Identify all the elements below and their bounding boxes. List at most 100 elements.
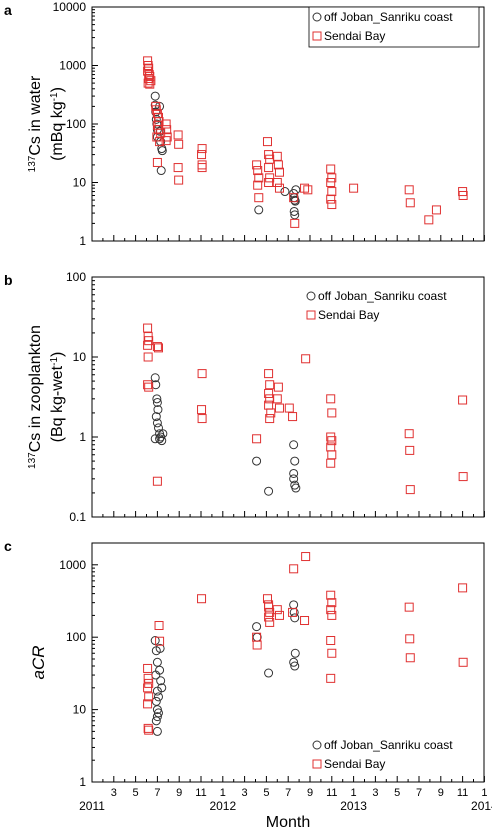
data-point-square (144, 725, 154, 735)
y-tick-label: 100 (66, 630, 86, 644)
data-point-circle (150, 373, 160, 383)
data-point-square (252, 160, 262, 170)
data-point-square (458, 190, 468, 200)
y-tick-label: 1000 (59, 59, 86, 73)
data-point-square (143, 673, 153, 683)
data-point-square (289, 564, 299, 574)
data-point-square (144, 692, 154, 702)
data-point-square (405, 485, 415, 495)
data-point-square (143, 340, 153, 350)
data-point-square (274, 167, 284, 177)
data-point-square (143, 56, 153, 66)
y-tick-label: 10000 (53, 0, 87, 14)
data-point-circle (152, 119, 162, 129)
data-point-circle (156, 166, 166, 176)
legend-label: Sendai Bay (324, 757, 385, 771)
y-tick-label: 100 (66, 117, 86, 131)
data-point-square (266, 408, 276, 418)
data-point-circle (264, 668, 274, 678)
legend-marker-circle (306, 291, 316, 301)
data-point-square (264, 388, 274, 398)
data-point-circle (264, 486, 274, 496)
data-point-square (404, 185, 414, 195)
data-point-circle (152, 418, 162, 428)
data-point-circle (152, 657, 162, 667)
data-point-square (265, 617, 275, 627)
data-point-square (326, 394, 336, 404)
data-point-square (288, 607, 298, 617)
data-point-square (273, 382, 283, 392)
data-point-square (405, 445, 415, 455)
y-tick-label: 0.1 (69, 510, 86, 524)
data-point-square (197, 414, 207, 424)
data-point-square (173, 163, 183, 173)
data-point-circle (153, 405, 163, 415)
x-tick-label: 1 (481, 787, 487, 799)
data-point-circle (152, 712, 162, 722)
data-point-square (143, 61, 153, 70)
data-point-square (143, 323, 153, 333)
data-point-square (265, 414, 275, 424)
data-point-square (152, 342, 162, 352)
data-point-square (272, 605, 282, 615)
x-tick-label: 5 (133, 787, 139, 799)
data-point-square (405, 198, 415, 208)
data-point-circle (289, 600, 299, 610)
y-tick-label: 10 (73, 350, 87, 364)
data-point-circle (151, 114, 161, 124)
data-point-circle (152, 686, 162, 696)
data-point-square (197, 405, 207, 415)
data-point-circle (156, 676, 166, 686)
data-point-square (254, 173, 264, 183)
data-point-square (300, 183, 310, 193)
x-tick-label: 11 (457, 787, 468, 799)
data-point-square (265, 173, 275, 183)
data-point-circle (151, 716, 161, 726)
data-point-square (327, 610, 337, 620)
data-point-square (152, 157, 162, 167)
panel-label: a (4, 2, 12, 18)
data-point-circle (290, 648, 300, 658)
data-point-square (327, 200, 337, 210)
data-point-square (155, 137, 165, 147)
data-point-square (272, 178, 282, 187)
y-axis-label: aCR (29, 645, 48, 679)
data-point-square (404, 429, 414, 439)
data-point-square (327, 598, 337, 608)
data-point-square (162, 125, 172, 135)
data-point-square (197, 594, 207, 604)
x-tick-label: 5 (394, 787, 400, 799)
data-point-square (146, 76, 156, 86)
data-point-square (273, 160, 283, 170)
data-point-circle (252, 632, 262, 642)
data-point-circle (157, 146, 167, 156)
data-point-square (144, 336, 154, 346)
data-point-circle (157, 436, 167, 446)
y-tick-label: 100 (66, 270, 86, 284)
series-sendai-bay (143, 552, 468, 735)
data-point-square (143, 380, 153, 390)
y-tick-label: 10 (73, 703, 87, 717)
data-point-square (327, 187, 337, 197)
x-tick-label: 9 (307, 787, 313, 799)
data-point-square (143, 66, 153, 76)
data-point-square (326, 673, 336, 683)
data-point-square (197, 150, 207, 160)
data-point-square (143, 663, 153, 673)
data-point-square (265, 380, 275, 390)
data-point-square (284, 403, 294, 413)
data-point-square (254, 193, 264, 203)
data-point-square (161, 119, 171, 129)
data-point-square (155, 636, 165, 646)
x-tick-label: 7 (154, 787, 160, 799)
y-axis-label: 137Cs in water (mBq kg-1) (27, 75, 67, 172)
legend-box (308, 6, 480, 48)
data-point-circle (290, 456, 300, 466)
data-point-square (144, 73, 154, 83)
data-point-square (326, 605, 336, 615)
data-point-square (253, 180, 263, 190)
data-point-square (300, 616, 310, 626)
year-label: 2011 (79, 799, 105, 813)
data-point-circle (150, 100, 160, 110)
